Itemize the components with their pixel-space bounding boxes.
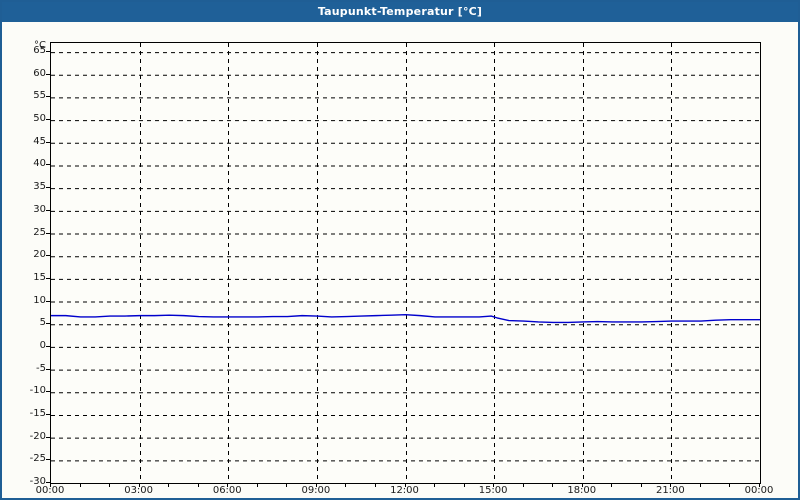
x-tick-time: 18:00	[567, 485, 597, 496]
x-tick-time: 12:00	[390, 485, 419, 496]
x-tick-time: 09:00	[301, 485, 331, 496]
x-tick-time: 15:00	[478, 485, 508, 496]
x-axis-tick-label: 00:0016.01.26	[714, 484, 798, 498]
x-tick-time: 00:00	[744, 485, 774, 496]
y-axis-tick-labels: 65 60 55 50 45 40 35 30 25 20 15 10 5 0 -5 -10 -15 -20 -25…	[2, 42, 46, 487]
horizontal-gridlines	[51, 52, 760, 462]
x-axis-tick-labels: 00:0015.01.2603:0015.01.2606:0015.01.260…	[2, 484, 798, 498]
y-axis-tick-label: -5	[36, 362, 46, 374]
plot-area	[50, 42, 761, 484]
y-axis-tick-label: 50	[33, 113, 46, 125]
y-axis-tick-label: 15	[33, 271, 46, 283]
y-axis-tick-label: 0	[39, 339, 46, 351]
x-tick-time: 03:00	[124, 485, 154, 496]
y-axis-tick-label: 60	[33, 67, 46, 79]
x-tick-time: 00:00	[35, 485, 65, 496]
y-axis-tick-label: -25	[29, 453, 46, 465]
vertical-gridlines	[140, 43, 672, 483]
y-axis-tick-label: 55	[33, 90, 46, 102]
y-axis-tick-label: 5	[39, 317, 46, 329]
y-axis-unit-label: °C	[34, 40, 46, 51]
y-axis-tick-label: 30	[33, 203, 46, 215]
y-axis-tick-label: 45	[33, 135, 46, 147]
x-tick-time: 21:00	[655, 485, 685, 496]
y-axis-tick-label: 65	[33, 45, 46, 57]
y-axis-tick-label: 40	[33, 158, 46, 170]
y-axis-tick-label: 35	[33, 181, 46, 193]
y-axis-tick-label: -20	[29, 430, 46, 442]
y-axis-tick-label: 25	[33, 226, 46, 238]
chart-canvas	[51, 43, 760, 483]
y-axis-tick-label: 20	[33, 249, 46, 261]
window-title: Taupunkt-Temperatur [°C]	[2, 2, 798, 22]
y-axis-tick-label: -15	[29, 407, 46, 419]
data-series-group	[51, 314, 760, 324]
y-axis-tick-label: -30	[29, 476, 46, 487]
y-axis-tick-label: -10	[29, 385, 46, 397]
y-axis-tick-label: 10	[33, 294, 46, 306]
x-tick-time: 06:00	[212, 485, 242, 496]
series-line	[51, 314, 760, 324]
chart-area: °C 65 60 55 50 45 40 35 30 25 20 15 10 5 0 -5 -10 -15 -20…	[2, 22, 798, 498]
